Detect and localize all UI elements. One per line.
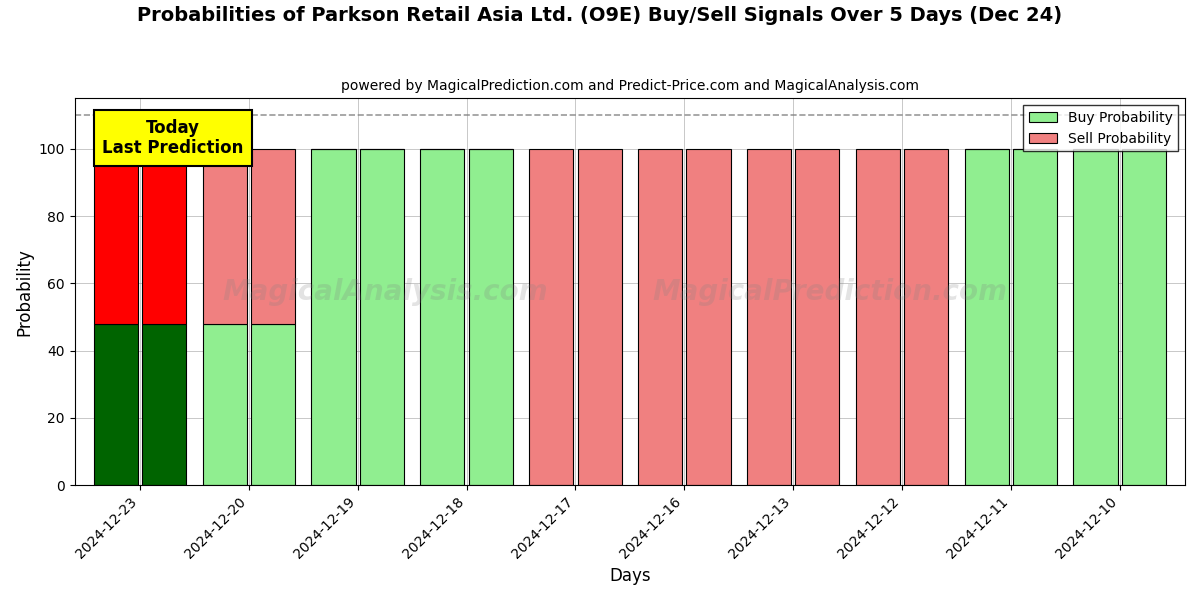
Bar <box>529 149 574 485</box>
Bar <box>686 149 731 485</box>
Bar <box>142 324 186 485</box>
Bar <box>251 324 295 485</box>
X-axis label: Days: Days <box>610 567 650 585</box>
Bar <box>203 324 247 485</box>
Bar <box>1074 149 1117 485</box>
Y-axis label: Probability: Probability <box>16 248 34 335</box>
Bar <box>1013 149 1057 485</box>
Bar <box>638 149 682 485</box>
Bar <box>965 149 1009 485</box>
Bar <box>142 149 186 324</box>
Text: Probabilities of Parkson Retail Asia Ltd. (O9E) Buy/Sell Signals Over 5 Days (De: Probabilities of Parkson Retail Asia Ltd… <box>138 6 1062 25</box>
Bar <box>577 149 622 485</box>
Bar <box>856 149 900 485</box>
Bar <box>420 149 464 485</box>
Text: Today
Last Prediction: Today Last Prediction <box>102 119 244 157</box>
Title: powered by MagicalPrediction.com and Predict-Price.com and MagicalAnalysis.com: powered by MagicalPrediction.com and Pre… <box>341 79 919 93</box>
Bar <box>796 149 839 485</box>
Bar <box>1122 149 1166 485</box>
Text: MagicalAnalysis.com: MagicalAnalysis.com <box>223 278 548 306</box>
Bar <box>94 324 138 485</box>
Bar <box>312 149 355 485</box>
Bar <box>469 149 512 485</box>
Bar <box>360 149 404 485</box>
Bar <box>251 149 295 324</box>
Legend: Buy Probability, Sell Probability: Buy Probability, Sell Probability <box>1024 105 1178 151</box>
Bar <box>203 149 247 324</box>
Bar <box>746 149 791 485</box>
Text: MagicalPrediction.com: MagicalPrediction.com <box>652 278 1007 306</box>
Bar <box>904 149 948 485</box>
Bar <box>94 149 138 324</box>
